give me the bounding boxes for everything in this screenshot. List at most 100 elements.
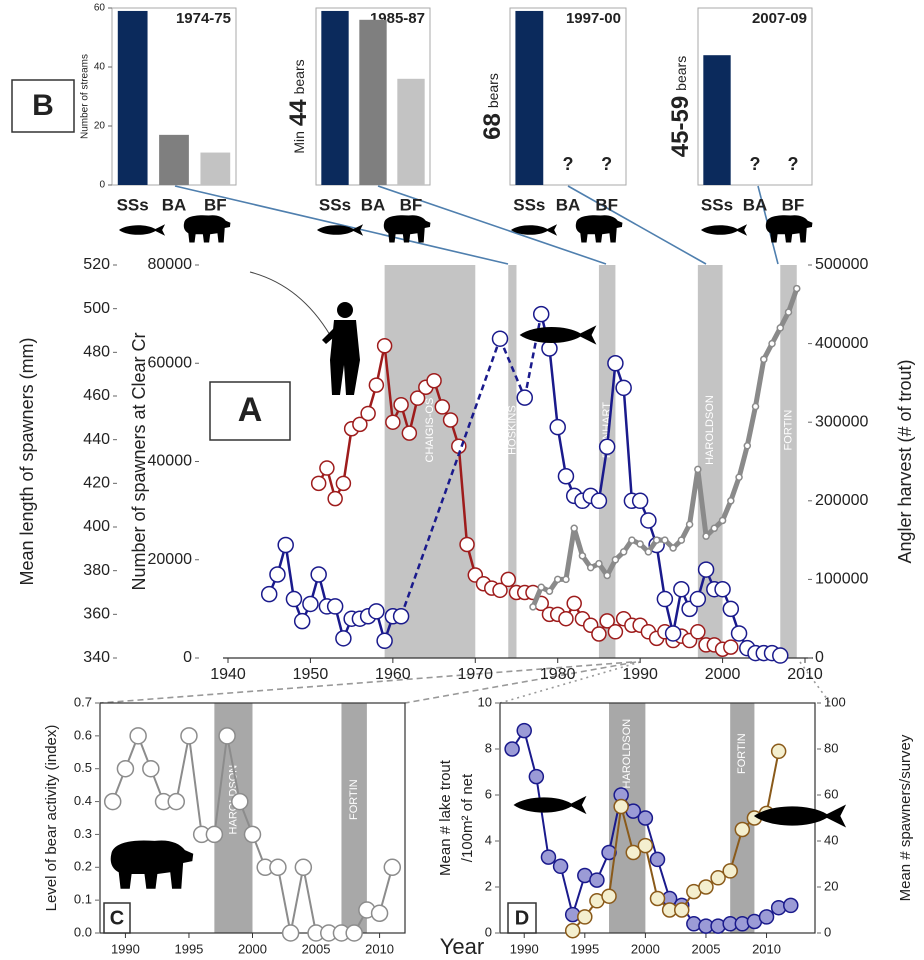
value-label: ? (750, 154, 761, 174)
panel-label-box (103, 902, 131, 934)
y-tick-label: 60 (94, 3, 106, 14)
data-point (772, 647, 789, 664)
icons (110, 215, 847, 889)
data-point (335, 475, 352, 492)
y-tick-label: 420 (83, 475, 110, 492)
data-point (783, 897, 799, 914)
data-point (603, 571, 611, 580)
bear-icon (110, 840, 194, 889)
bear-icon (183, 215, 231, 243)
data-point (326, 598, 344, 615)
y-tick-label: 0.7 (74, 694, 92, 709)
y-axis-label: Mean # lake trout (437, 759, 454, 876)
gap-connector (523, 313, 543, 398)
x-tick-label: BF (204, 195, 227, 214)
data-point (702, 532, 710, 540)
data-point (205, 825, 224, 844)
y-tick-label: 520 (83, 256, 110, 273)
data-point (673, 580, 690, 598)
y-tick-label: 300000 (815, 413, 868, 430)
y-tick-label: 0.0 (74, 924, 92, 939)
bar (200, 152, 231, 185)
y-tick-label: 400 (83, 518, 110, 535)
data-point (368, 603, 385, 620)
data-point (281, 924, 300, 942)
x-tick-label: 2000 (238, 941, 267, 956)
data-point (540, 849, 557, 865)
y-axis-label: /100m² of net (459, 773, 476, 862)
data-point (293, 612, 311, 630)
data-point (294, 858, 313, 877)
data-point (310, 475, 327, 492)
x-tick-label: 1995 (570, 941, 599, 956)
bar (159, 134, 189, 185)
y-tick-label: 4 (485, 832, 492, 847)
y-tick-label: 500 (83, 300, 110, 317)
x-tick-label: 1960 (375, 666, 411, 683)
period-label: HOSKINS (506, 405, 518, 455)
data-point (549, 418, 566, 436)
x-tick-label: 1990 (510, 941, 539, 956)
y-tick-label: 480 (83, 344, 110, 361)
data-point (718, 516, 727, 525)
data-point (392, 607, 410, 625)
panel-label: C (110, 907, 124, 929)
y-tick-label: 100000 (815, 571, 868, 588)
data-point (727, 497, 735, 505)
data-point (434, 399, 451, 415)
y-tick-label: 10 (478, 694, 492, 709)
data-point (383, 858, 402, 877)
annotation-part: bears (673, 56, 689, 91)
data-point (697, 561, 715, 578)
data-point (714, 580, 731, 598)
plot-frame (697, 7, 813, 186)
y-tick-label: 60000 (148, 354, 193, 371)
y-tick-label: 440 (83, 431, 110, 448)
x-tick-label: SSs (701, 195, 733, 214)
x-tick-label: 1970 (457, 666, 493, 683)
data-point (613, 798, 629, 815)
y-tick-label: 60 (824, 786, 838, 801)
data-point (611, 556, 620, 564)
x-tick-label: 1990 (111, 941, 140, 956)
x-tick-label: 1940 (210, 666, 246, 683)
data-point (570, 524, 578, 533)
data-point (685, 520, 694, 529)
bar (703, 55, 731, 186)
y-tick-label: 0 (485, 924, 492, 939)
period-label: FORTIN (736, 733, 748, 774)
y-tick-label: 0.4 (74, 793, 92, 808)
x-tick-label: BF (400, 195, 423, 214)
data-point (459, 536, 475, 553)
data-point (664, 625, 682, 642)
period-label: FORTIN (782, 410, 794, 451)
zoom-line (404, 661, 637, 704)
data-point (129, 727, 147, 745)
y-tick-label: 0 (183, 649, 192, 666)
x-tick-label: 1990 (622, 666, 658, 683)
data-point (327, 490, 343, 507)
angler-icon (249, 271, 360, 395)
annotation: Min 44 bears (285, 59, 312, 153)
y-tick-label: 40000 (148, 453, 193, 470)
y-tick-label: 0.3 (74, 826, 92, 841)
data-point (116, 759, 135, 778)
y-tick-label: 20 (824, 878, 838, 893)
zoom-lines (99, 661, 831, 704)
period-label: HAROLDSON (621, 719, 633, 789)
data-point (649, 890, 666, 907)
bar (117, 10, 148, 186)
x-tick-label: BA (743, 195, 768, 214)
y-axis-label: Angler harvest (# of trout) (895, 359, 915, 563)
x-tick-label: BA (361, 195, 386, 214)
data-point (598, 438, 616, 456)
data-point (243, 825, 262, 844)
data-point (601, 888, 617, 904)
y-axis-label: Level of bear activity (index) (43, 725, 60, 912)
period-band (508, 265, 517, 658)
data-point (277, 536, 294, 554)
data-point (669, 544, 677, 552)
data-point (758, 909, 775, 925)
data-point (562, 575, 570, 584)
data-point (636, 540, 644, 548)
